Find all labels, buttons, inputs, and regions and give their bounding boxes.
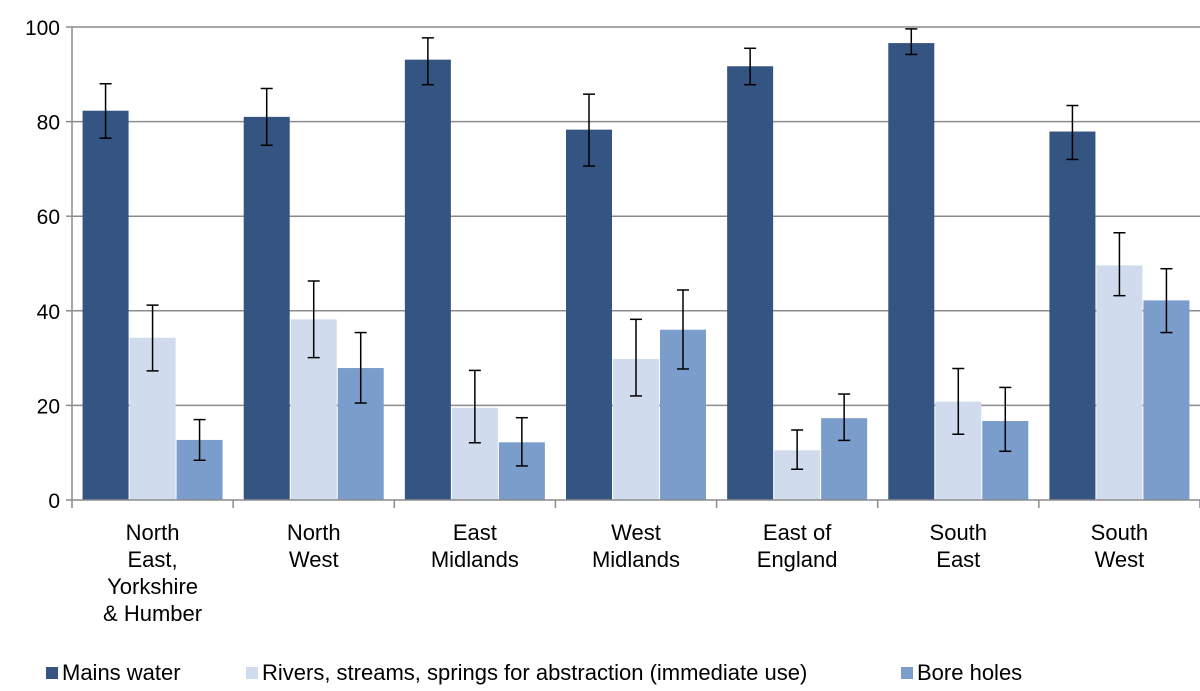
chart-legend: Mains water Rivers, streams, springs for…: [0, 660, 1200, 691]
legend-swatch-rivers: [246, 667, 258, 679]
x-category-label-line: South: [930, 520, 988, 545]
x-category-label-line: England: [757, 547, 838, 572]
x-category-label-line: Midlands: [592, 547, 680, 572]
legend-item-bore-holes: Bore holes: [901, 660, 1022, 686]
x-category-label-line: West: [1095, 547, 1145, 572]
x-category-label-line: Yorkshire: [107, 574, 198, 599]
x-category-label-line: North: [126, 520, 180, 545]
y-tick-label: 40: [37, 301, 60, 324]
x-category-label: West Midlands: [592, 520, 680, 572]
legend-label-bore-holes: Bore holes: [917, 660, 1023, 685]
x-category-label-line: East: [936, 547, 980, 572]
y-tick-label: 100: [25, 17, 60, 40]
x-category-label: North East, Yorkshire & Humber: [103, 520, 202, 626]
x-category-label-line: South: [1091, 520, 1149, 545]
legend-label-rivers: Rivers, streams, springs for abstraction…: [262, 660, 808, 685]
y-tick-label: 80: [37, 112, 60, 135]
legend-item-rivers: Rivers, streams, springs for abstraction…: [246, 660, 807, 686]
legend-swatch-bore-holes: [901, 667, 913, 679]
x-category-label: East Midlands: [431, 520, 519, 572]
bar-bore-6: [1143, 300, 1190, 500]
x-category-label-line: & Humber: [103, 601, 202, 626]
bar-mains-1: [243, 116, 290, 501]
x-category-label-line: East of: [763, 520, 832, 545]
axes: [66, 26, 1200, 508]
x-category-label: North West: [287, 520, 341, 572]
bar-mains-6: [1049, 131, 1096, 500]
bars: [82, 43, 1190, 501]
legend-swatch-mains-water: [46, 667, 58, 679]
legend-label-mains-water: Mains water: [62, 660, 181, 685]
x-category-label-line: West: [611, 520, 661, 545]
bar-mains-0: [82, 110, 129, 500]
x-category-label: South West: [1091, 520, 1149, 572]
bar-rivers-6: [1096, 265, 1143, 500]
x-category-label-line: East: [453, 520, 497, 545]
bar-mains-5: [888, 43, 935, 500]
x-category-label: South East: [930, 520, 988, 572]
x-category-label-line: North: [287, 520, 341, 545]
bar-mains-2: [404, 59, 451, 501]
legend-item-mains-water: Mains water: [46, 660, 181, 686]
error-bars: [99, 28, 1173, 471]
y-tick-label: 60: [37, 206, 60, 229]
y-tick-label: 0: [48, 490, 60, 513]
y-tick-label: 20: [37, 395, 60, 418]
x-category-label-line: Midlands: [431, 547, 519, 572]
x-category-label-line: East,: [128, 547, 178, 572]
bar-mains-3: [566, 129, 612, 501]
bar-mains-4: [727, 66, 774, 500]
x-category-label: East of England: [757, 520, 838, 572]
x-category-label-line: West: [289, 547, 339, 572]
